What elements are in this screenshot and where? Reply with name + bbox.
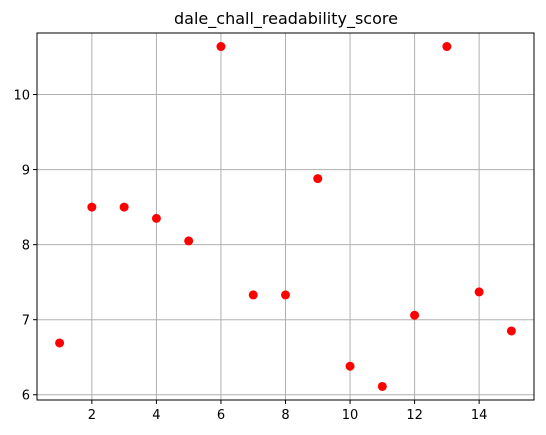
- data-point: [184, 236, 194, 246]
- x-tick-label: 14: [471, 408, 488, 423]
- y-tick-label: 9: [22, 164, 30, 179]
- x-tick-label: 4: [152, 408, 160, 423]
- data-points: [55, 42, 516, 391]
- data-point: [216, 42, 226, 52]
- data-point: [442, 42, 452, 52]
- axis-ticks: 2 4 6 8 10 12 14 6 7 8 9 10: [13, 89, 487, 423]
- data-point: [410, 310, 420, 320]
- chart-title: dale_chall_readability_score: [174, 9, 398, 29]
- plot-frame: [36, 32, 535, 401]
- data-point: [345, 361, 355, 371]
- data-point: [151, 213, 161, 223]
- data-point: [281, 290, 290, 300]
- data-point: [55, 338, 65, 348]
- x-tick-label: 10: [342, 408, 359, 423]
- x-tick-label: 2: [88, 408, 96, 423]
- x-tick-label: 8: [281, 408, 289, 423]
- data-point: [474, 287, 484, 297]
- data-point: [506, 326, 516, 336]
- x-tick-label: 6: [217, 408, 225, 423]
- data-point: [87, 202, 97, 212]
- y-tick-label: 8: [22, 239, 30, 254]
- y-tick-label: 10: [13, 89, 30, 104]
- data-point: [313, 174, 323, 184]
- grid-lines: [37, 33, 534, 400]
- data-point: [119, 202, 129, 212]
- data-point: [248, 290, 258, 300]
- y-tick-label: 7: [22, 314, 30, 329]
- x-tick-label: 12: [406, 408, 423, 423]
- y-tick-label: 6: [22, 389, 30, 404]
- data-point: [377, 381, 387, 391]
